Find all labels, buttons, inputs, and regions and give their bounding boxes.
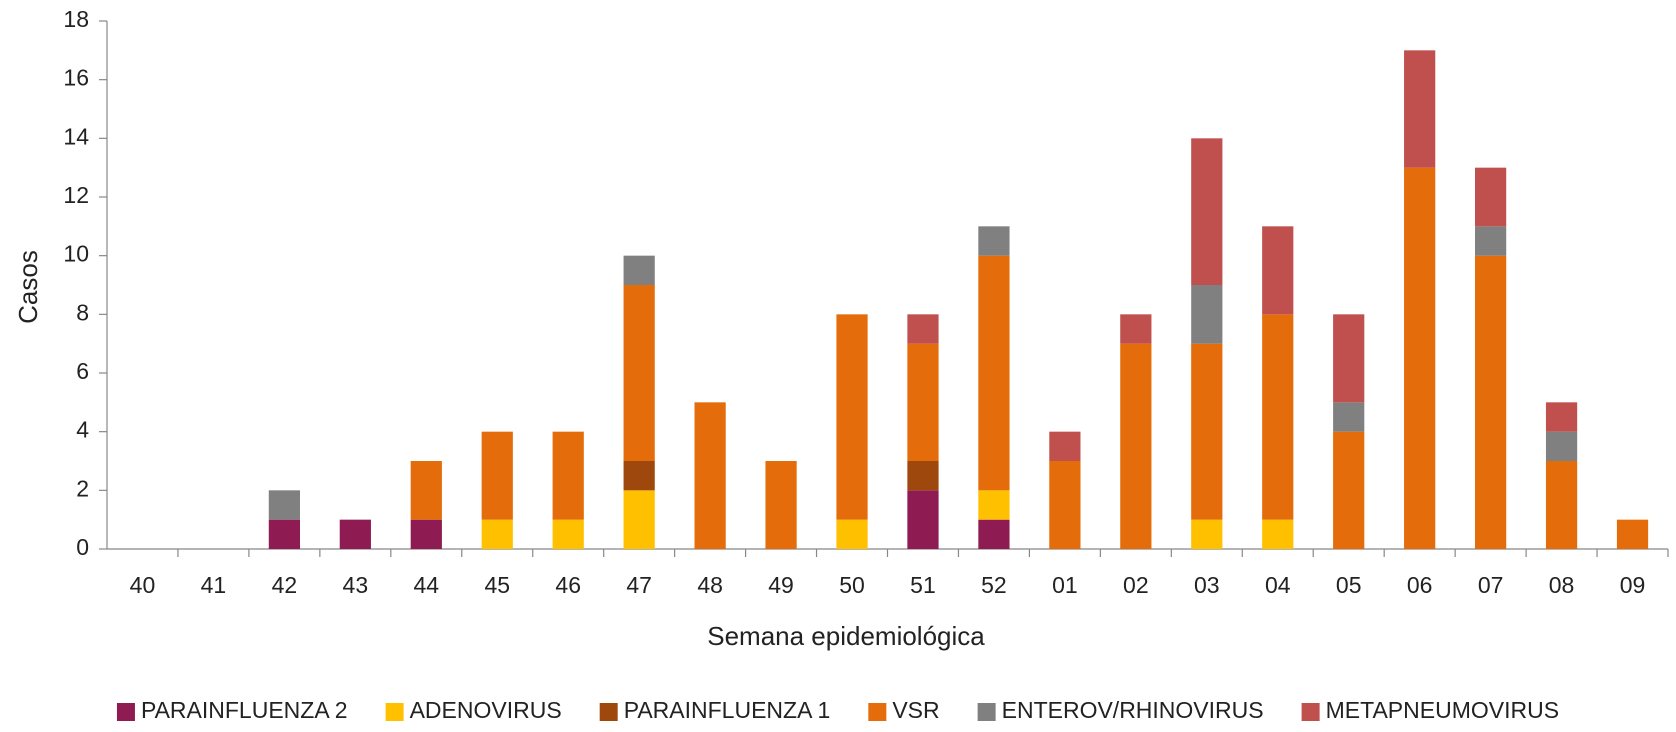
y-tick-label: 8 (76, 299, 89, 325)
legend-swatch (385, 703, 404, 721)
x-tick-label: 46 (555, 572, 581, 598)
bar-segment (410, 461, 442, 520)
legend-swatch (599, 703, 618, 721)
y-axis-label: Casos (13, 250, 43, 324)
bar-segment (339, 519, 371, 549)
x-tick-label: 09 (1620, 572, 1646, 598)
y-tick-label: 4 (76, 417, 89, 443)
bar-segment (552, 519, 584, 549)
bar-segment (1191, 285, 1223, 344)
bar-segment (1049, 461, 1081, 549)
x-tick-label: 50 (839, 572, 865, 598)
bar-segment (978, 226, 1010, 256)
bar-segment (268, 490, 300, 520)
x-tick-label: 45 (484, 572, 510, 598)
bar-segment (1333, 402, 1365, 432)
x-tick-label: 06 (1407, 572, 1433, 598)
bar-segment (1120, 314, 1152, 344)
legend-label: ADENOVIRUS (410, 697, 562, 723)
bar-segment (481, 431, 513, 520)
y-tick-label: 10 (63, 241, 89, 267)
bar-segment (1475, 226, 1507, 256)
legend-swatch (977, 703, 996, 721)
bar-segment (978, 519, 1010, 549)
bar-segment (694, 402, 726, 549)
bar-segment (1262, 519, 1294, 549)
bar-segment (623, 490, 655, 549)
bar-segment (623, 285, 655, 461)
bar-segment (623, 255, 655, 285)
bar-segment (907, 343, 939, 461)
y-tick-label: 18 (63, 6, 89, 32)
x-tick-label: 52 (981, 572, 1007, 598)
bar-segment (1191, 343, 1223, 520)
x-tick-label: 07 (1478, 572, 1504, 598)
bar-segment (410, 519, 442, 549)
bar-segment (552, 431, 584, 520)
bar-segment (1262, 314, 1294, 520)
bar-segment (836, 519, 868, 549)
x-tick-label: 41 (201, 572, 227, 598)
x-tick-label: 03 (1194, 572, 1220, 598)
legend-label: VSR (892, 697, 939, 723)
x-tick-label: 51 (910, 572, 936, 598)
x-tick-label: 40 (130, 572, 156, 598)
bar-segment (268, 519, 300, 549)
x-tick-label: 08 (1549, 572, 1575, 598)
bar-segment (1191, 519, 1223, 549)
legend-swatch (116, 703, 135, 721)
bar-segment (978, 255, 1010, 491)
bar-segment (1333, 431, 1365, 549)
legend-label: ENTEROV/RHINOVIRUS (1002, 697, 1264, 723)
bar-segment (623, 461, 655, 491)
bar-segment (1545, 402, 1578, 432)
x-tick-label: 05 (1336, 572, 1362, 598)
x-tick-label: 02 (1123, 572, 1149, 598)
bar-segment (907, 314, 939, 344)
bar-segment (1616, 519, 1649, 549)
x-tick-label: 01 (1052, 572, 1078, 598)
x-tick-label: 49 (768, 572, 794, 598)
bar-segment (907, 461, 939, 491)
bar-segment (978, 490, 1010, 520)
bar-segment (765, 461, 797, 549)
x-axis-label: Semana epidemiológica (707, 621, 985, 651)
bar-segment (1333, 314, 1365, 403)
y-tick-label: 6 (76, 358, 89, 384)
x-tick-label: 47 (626, 572, 652, 598)
bar-segment (1262, 226, 1294, 315)
x-tick-label: 48 (697, 572, 723, 598)
y-tick-label: 16 (63, 65, 89, 91)
y-tick-label: 12 (63, 182, 89, 208)
bar-segment (1545, 431, 1578, 461)
legend-swatch (868, 703, 887, 721)
bar-segment (1049, 431, 1081, 461)
y-tick-label: 0 (76, 534, 89, 560)
bar-segment (1120, 343, 1152, 549)
x-tick-label: 43 (343, 572, 369, 598)
x-tick-label: 42 (272, 572, 298, 598)
legend-swatch (1301, 703, 1320, 721)
bar-segment (481, 519, 513, 549)
legend-label: PARAINFLUENZA 2 (141, 697, 348, 723)
bar-segment (1545, 461, 1578, 549)
bar-segment (1404, 50, 1436, 168)
bar-segment (1475, 167, 1507, 227)
bar-segment (1404, 167, 1436, 549)
y-tick-label: 2 (76, 475, 89, 501)
bar-segment (836, 314, 868, 520)
bar-segment (1475, 255, 1507, 549)
bar-segment (907, 490, 939, 549)
x-tick-label: 04 (1265, 572, 1291, 598)
legend-label: PARAINFLUENZA 1 (624, 697, 831, 723)
legend-label: METAPNEUMOVIRUS (1326, 697, 1559, 723)
x-tick-label: 44 (413, 572, 439, 598)
bar-segment (1191, 138, 1223, 285)
y-tick-label: 14 (63, 123, 89, 149)
